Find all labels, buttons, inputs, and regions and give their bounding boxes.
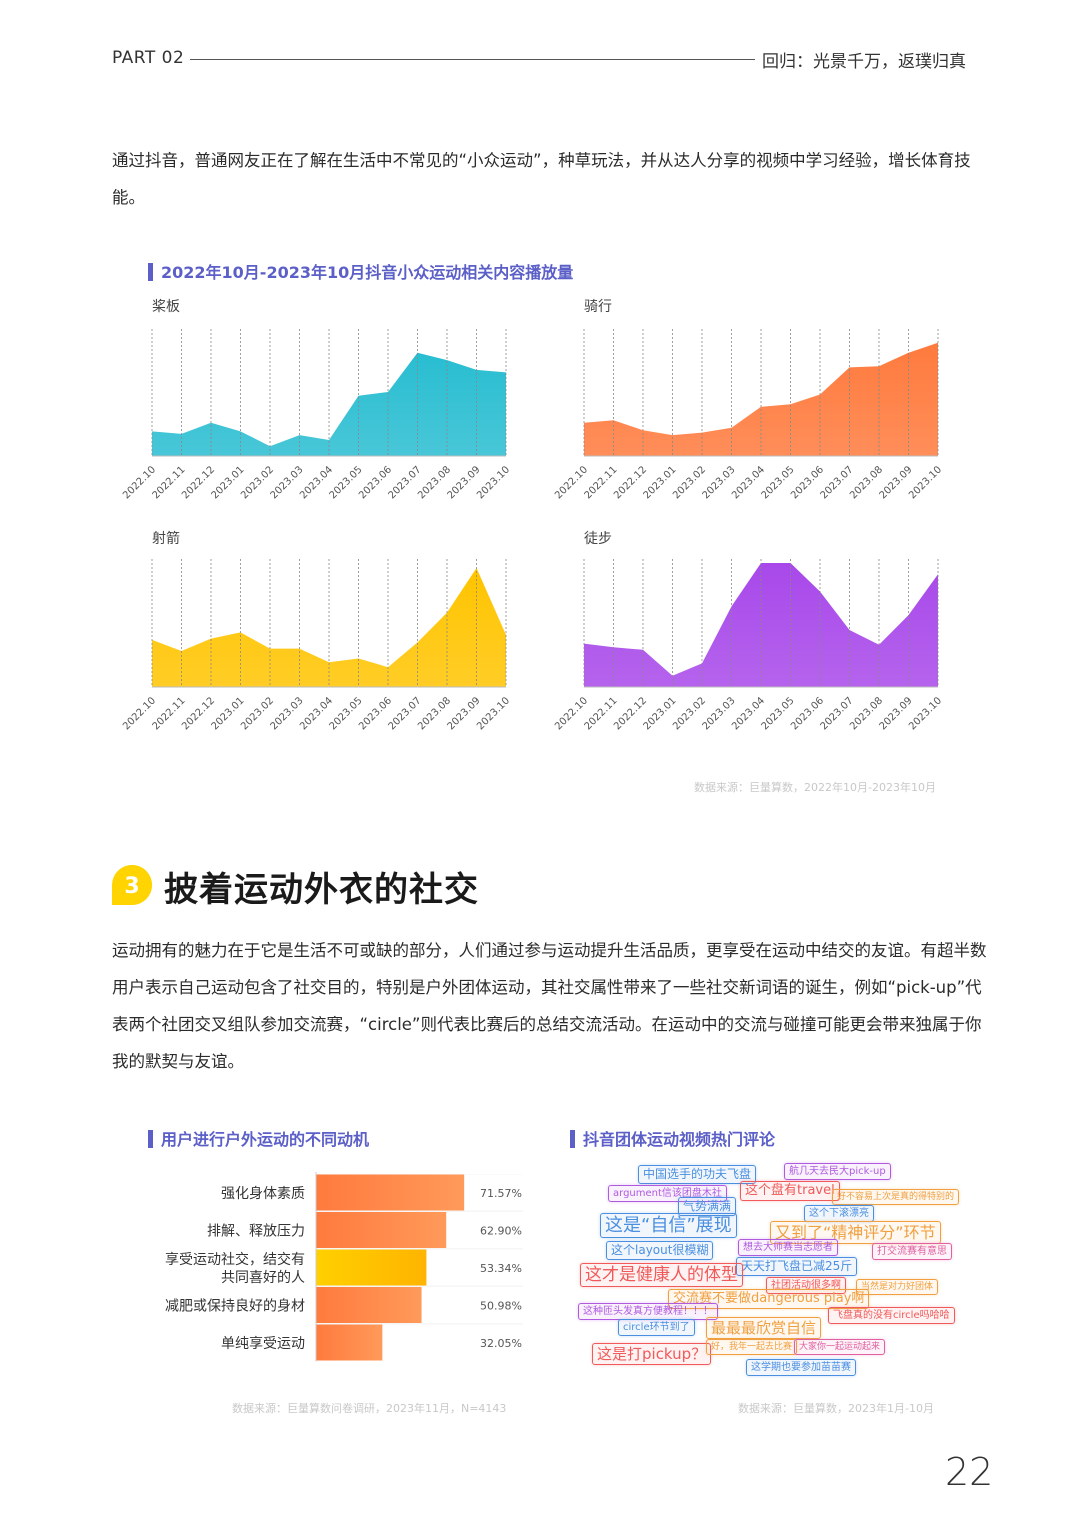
comment-tag: 好不容易上次是真的得特别的 [832,1189,960,1205]
wordcloud-title: 抖音团体运动视频热门评论 [570,1126,775,1150]
comment-tag: 这才是健康人的体型 [580,1263,743,1287]
bar [316,1287,422,1323]
comment-tag: circle环节到了 [618,1319,695,1336]
comment-tag: 这个layout很模糊 [606,1241,714,1260]
bar-value-label: 62.90% [480,1225,522,1238]
bar-category-label: 共同喜好的人 [221,1270,305,1286]
bar-value-label: 53.34% [480,1262,522,1275]
comment-tag: 这种匝头发真方便教程！！！ [578,1303,718,1320]
bar-value-label: 71.57% [480,1187,522,1200]
title-accent-bar [570,1130,575,1148]
header-title: 回归：光景千万，返璞归真 [762,52,966,72]
comment-tag: 好，我年一起去比赛 [706,1339,798,1355]
bar [316,1174,465,1211]
area-charts: 桨板2022.102022.112022.122023.012023.02202… [121,298,944,732]
bar-category-label: 减肥或保持良好的身材 [165,1299,305,1315]
comment-tag: 天天打飞盘已减25斤 [736,1257,858,1276]
intro-paragraph: 通过抖音，普通网友正在了解在生活中不常见的“小众运动”，种草玩法，并从达人分享的… [112,151,971,207]
comment-tag: 这是“自信”展现 [600,1213,737,1238]
comment-tag: 中国选手的功夫飞盘 [638,1165,757,1184]
area-series [152,352,506,456]
comment-word-cloud: 中国选手的功夫飞盘 航几天去民大pick-up argument信该团盘木社 这个盘有… [570,1155,970,1385]
comment-tag: 想去大师赛当志愿者 [738,1239,838,1256]
body-paragraph: 运动拥有的魅力在于它是生活不可或缺的部分，人们通过参与运动提升生活品质，更享受在… [112,941,987,1071]
area-panel: 桨板2022.102022.112022.122023.012023.02202… [121,298,512,501]
area-chart-source: 数据来源：巨量算数，2022年10月-2023年10月 [694,781,936,794]
panel-label: 骑行 [584,299,612,315]
comment-tag: 大家你一起运动起来 [794,1339,886,1355]
bar [316,1212,447,1248]
bar [316,1324,383,1361]
page-number: 22 [945,1450,994,1494]
wordcloud-source: 数据来源：巨量算数，2023年1月-10月 [738,1402,934,1415]
area-panel: 徒步2022.102022.112022.122023.012023.02202… [553,531,944,732]
panel-label: 射箭 [152,530,180,547]
part-label: PART 02 [112,48,185,68]
tick-label: 2023.10 [475,695,512,732]
comment-tag: 这是打pickup？ [592,1343,712,1365]
comment-tag: 气势满满 [678,1197,737,1216]
area-chart-title-text: 2022年10月-2023年10月抖音小众运动相关内容播放量 [161,263,574,282]
comment-tag: 最最最欣赏自信 [706,1317,822,1339]
bar-chart-title: 用户进行户外运动的不同动机 [148,1126,369,1150]
area-panel: 骑行2022.102022.112022.122023.012023.02202… [553,299,944,501]
panel-label: 桨板 [152,298,180,315]
bar [316,1249,427,1286]
motivation-bar-chart: 71.57% 强化身体素质 62.90% 排解、释放压力 53.34% 享受运动社交，结交… [140,1170,540,1370]
section-title: 披着运动外衣的社交 [164,870,479,910]
bar-category-label: 强化身体素质 [221,1186,305,1202]
bar-category-label: 排解、释放压力 [207,1224,305,1240]
comment-tag: 这学期也要参加苗苗赛 [746,1359,856,1376]
tick-label: 2023.10 [907,464,944,501]
title-accent-bar [148,1130,153,1148]
comment-tag: 航几天去民大pick-up [784,1163,891,1180]
bar-value-label: 50.98% [480,1300,522,1313]
title-accent-bar [148,263,153,281]
bar-category-label: 单纯享受运动 [221,1335,305,1352]
bar-chart-svg: 71.57% 强化身体素质 62.90% 排解、释放压力 53.34% 享受运动社交，结交… [165,1172,523,1362]
area-panel: 射箭2022.102022.112022.122023.012023.02202… [121,530,512,732]
section-number: 3 [124,874,139,899]
wordcloud-title-text: 抖音团体运动视频热门评论 [583,1130,776,1149]
comment-tag: 当然是对力好团体 [856,1279,939,1295]
area-series [152,568,506,687]
bar-category-label: 享受运动社交，结交有 [165,1251,305,1268]
comment-tag: 又到了“精神评分”环节 [770,1221,941,1244]
bar-value-label: 32.05% [480,1337,522,1350]
comment-tag: 这个下滚漂亮 [804,1205,874,1222]
area-series [584,342,938,456]
area-chart-title: 2022年10月-2023年10月抖音小众运动相关内容播放量 [148,259,573,283]
tick-label: 2023.10 [475,464,512,501]
section-number-badge: 3 [112,865,152,905]
tick-label: 2023.10 [907,695,944,732]
comment-tag: 这个盘有travel [740,1181,840,1201]
comment-tag: 飞盘真的没有circle吗哈哈 [828,1307,955,1324]
comment-tag: 打交流赛有意思 [872,1243,952,1260]
bar-chart-source: 数据来源：巨量算数问卷调研，2023年11月，N=4143 [232,1402,507,1415]
header-divider [190,59,755,60]
bar-chart-title-text: 用户进行户外运动的不同动机 [161,1130,370,1149]
comment-tag: 交流赛不要做dangerous play啊 [668,1289,870,1309]
panel-label: 徒步 [584,531,612,547]
